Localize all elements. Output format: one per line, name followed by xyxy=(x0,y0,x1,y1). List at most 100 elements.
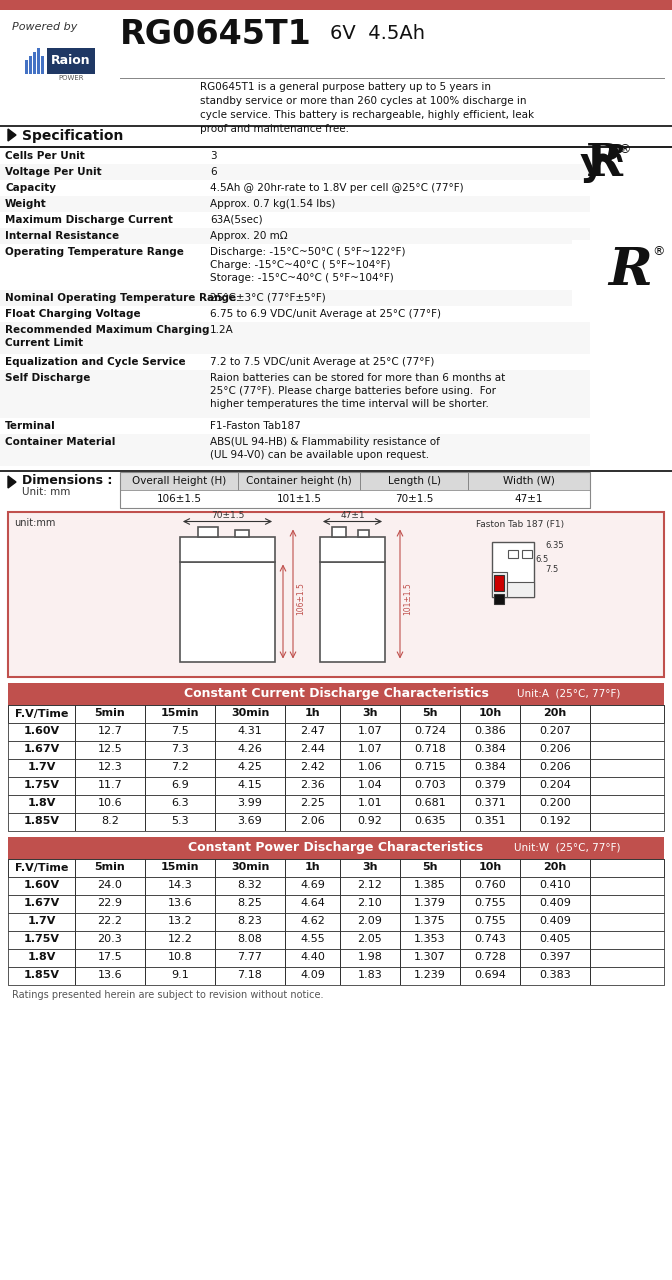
Text: 101±1.5: 101±1.5 xyxy=(276,494,321,503)
Text: F.V/Time: F.V/Time xyxy=(15,863,68,873)
Text: R: R xyxy=(585,142,622,186)
Text: 1.67V: 1.67V xyxy=(24,745,60,754)
Text: 1.75V: 1.75V xyxy=(24,781,60,791)
Text: 8.23: 8.23 xyxy=(238,916,263,927)
Text: 4.09: 4.09 xyxy=(300,970,325,980)
Text: 0.383: 0.383 xyxy=(539,970,571,980)
Text: 1.75V: 1.75V xyxy=(24,934,60,945)
Bar xyxy=(8,837,664,859)
Bar xyxy=(358,530,369,536)
Text: 22.9: 22.9 xyxy=(97,899,122,909)
Text: 13.6: 13.6 xyxy=(97,970,122,980)
Text: Storage: -15°C~40°C ( 5°F~104°F): Storage: -15°C~40°C ( 5°F~104°F) xyxy=(210,273,394,283)
Bar xyxy=(507,581,534,596)
Text: 2.10: 2.10 xyxy=(358,899,382,909)
Bar xyxy=(8,704,664,722)
Text: 7.2 to 7.5 VDC/unit Average at 25°C (77°F): 7.2 to 7.5 VDC/unit Average at 25°C (77°… xyxy=(210,357,434,367)
Text: Dimensions :: Dimensions : xyxy=(22,474,112,486)
Text: 2.09: 2.09 xyxy=(358,916,382,927)
Text: 4.26: 4.26 xyxy=(238,745,263,754)
Text: 0.743: 0.743 xyxy=(474,934,506,945)
Text: 7.77: 7.77 xyxy=(237,952,263,963)
Bar xyxy=(0,228,590,244)
Text: 20h: 20h xyxy=(544,863,566,873)
Text: 0.409: 0.409 xyxy=(539,916,571,927)
Text: 8.32: 8.32 xyxy=(238,881,263,891)
Text: 0.703: 0.703 xyxy=(414,781,446,791)
Bar xyxy=(8,777,664,795)
Text: ƴ: ƴ xyxy=(580,145,610,183)
Bar xyxy=(8,859,664,877)
Bar xyxy=(0,148,590,164)
Bar xyxy=(37,47,40,74)
Text: Internal Resistance: Internal Resistance xyxy=(5,230,119,241)
Text: Discharge: -15°C~50°C ( 5°F~122°F): Discharge: -15°C~50°C ( 5°F~122°F) xyxy=(210,247,405,257)
Bar xyxy=(0,0,672,10)
Bar xyxy=(508,549,518,558)
Bar xyxy=(8,741,664,759)
Bar xyxy=(492,571,507,596)
Text: 15min: 15min xyxy=(161,863,200,873)
Text: 1.98: 1.98 xyxy=(358,952,382,963)
Text: 4.15: 4.15 xyxy=(238,781,262,791)
Text: 4.62: 4.62 xyxy=(300,916,325,927)
Text: 10h: 10h xyxy=(478,709,501,718)
Text: 70±1.5: 70±1.5 xyxy=(211,511,244,520)
Text: 1.239: 1.239 xyxy=(414,970,446,980)
Bar xyxy=(120,471,590,489)
Text: 2.47: 2.47 xyxy=(300,727,325,736)
Text: RG0645T1 is a general purpose battery up to 5 years in: RG0645T1 is a general purpose battery up… xyxy=(200,82,491,92)
Text: 7.5: 7.5 xyxy=(171,727,189,736)
Bar xyxy=(522,549,532,558)
Bar xyxy=(8,722,664,741)
Text: Weight: Weight xyxy=(5,198,47,209)
Bar xyxy=(0,291,590,306)
Text: 47±1: 47±1 xyxy=(340,511,365,520)
Text: 5.3: 5.3 xyxy=(171,817,189,827)
Text: Capacity: Capacity xyxy=(5,183,56,193)
Text: 0.405: 0.405 xyxy=(539,934,571,945)
Bar xyxy=(8,859,664,877)
Text: 4.31: 4.31 xyxy=(238,727,262,736)
Text: 70±1.5: 70±1.5 xyxy=(395,494,433,503)
Text: 4.69: 4.69 xyxy=(300,881,325,891)
Text: 15min: 15min xyxy=(161,709,200,718)
Text: 2.05: 2.05 xyxy=(358,934,382,945)
Text: 0.410: 0.410 xyxy=(539,881,571,891)
Text: Approx. 0.7 kg(1.54 lbs): Approx. 0.7 kg(1.54 lbs) xyxy=(210,198,335,209)
Bar xyxy=(332,526,346,536)
Text: 1.2A: 1.2A xyxy=(210,325,234,335)
Text: 10.6: 10.6 xyxy=(97,799,122,809)
Text: 47±1: 47±1 xyxy=(515,494,543,503)
Text: standby service or more than 260 cycles at 100% discharge in: standby service or more than 260 cycles … xyxy=(200,96,526,106)
Text: Powered by: Powered by xyxy=(12,22,77,32)
Text: 12.7: 12.7 xyxy=(97,727,122,736)
Bar xyxy=(8,795,664,813)
Text: 0.371: 0.371 xyxy=(474,799,506,809)
Text: Constant Current Discharge Characteristics: Constant Current Discharge Characteristi… xyxy=(183,687,489,700)
Polygon shape xyxy=(8,476,16,488)
Text: 0.379: 0.379 xyxy=(474,781,506,791)
Text: 1.85V: 1.85V xyxy=(24,817,60,827)
Bar xyxy=(8,813,664,831)
Text: 4.25: 4.25 xyxy=(238,763,263,773)
Text: Unit:A  (25°C, 77°F): Unit:A (25°C, 77°F) xyxy=(517,689,620,699)
Text: 1.379: 1.379 xyxy=(414,899,446,909)
Text: Raion: Raion xyxy=(51,55,91,68)
Text: Specification: Specification xyxy=(22,129,124,143)
Bar xyxy=(8,759,664,777)
Text: 24.0: 24.0 xyxy=(97,881,122,891)
Bar xyxy=(0,125,672,127)
Text: 3: 3 xyxy=(210,151,216,161)
Bar xyxy=(320,562,385,662)
Text: F1-Faston Tab187: F1-Faston Tab187 xyxy=(210,421,301,431)
Bar xyxy=(235,530,249,536)
Text: 1h: 1h xyxy=(304,863,321,873)
Bar xyxy=(47,47,95,74)
Text: 5min: 5min xyxy=(95,863,126,873)
Text: cycle service. This battery is rechargeable, highly efficient, leak: cycle service. This battery is rechargea… xyxy=(200,110,534,120)
Text: Recommended Maximum Charging: Recommended Maximum Charging xyxy=(5,325,210,335)
Text: 0.694: 0.694 xyxy=(474,970,506,980)
Text: 12.3: 12.3 xyxy=(97,763,122,773)
Text: 0.724: 0.724 xyxy=(414,727,446,736)
